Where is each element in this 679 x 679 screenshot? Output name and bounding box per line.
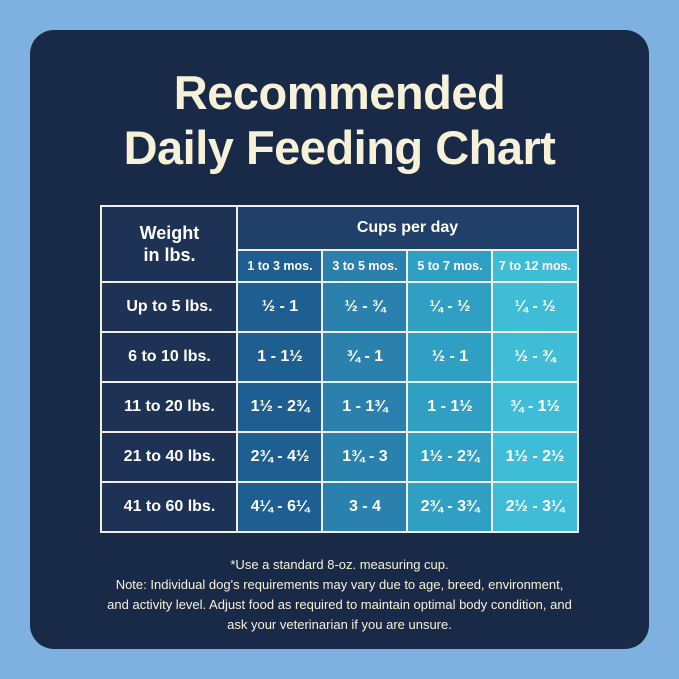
table-row: 11 to 20 lbs. 1½ - 2¾ 1 - 1¾ 1 - 1½ ¾ - … bbox=[100, 381, 579, 434]
value-cell: 1 - 1¾ bbox=[321, 381, 409, 434]
value-cell: 1½ - 2¾ bbox=[236, 381, 324, 434]
footnote-line-note-1: Note: Individual dog's requirements may … bbox=[115, 577, 564, 593]
value-cell: 1¾ - 3 bbox=[321, 431, 409, 484]
value-cell: ½ - 1 bbox=[406, 331, 494, 384]
cups-per-day-header: Cups per day bbox=[236, 205, 579, 252]
age-header-1-to-3-mos: 1 to 3 mos. bbox=[236, 249, 324, 284]
value-cell: 3 - 4 bbox=[321, 481, 409, 534]
age-header-7-to-12-mos: 7 to 12 mos. bbox=[491, 249, 579, 284]
table-header-row-top: Weight in lbs. Cups per day bbox=[100, 205, 579, 284]
weight-cell: 41 to 60 lbs. bbox=[100, 481, 239, 534]
page-title: Recommended Daily Feeding Chart bbox=[30, 66, 649, 175]
value-cell: 2¾ - 4½ bbox=[236, 431, 324, 484]
footnote-line-measuring-cup: *Use a standard 8-oz. measuring cup. bbox=[230, 557, 449, 573]
value-cell: ¾ - 1 bbox=[321, 331, 409, 384]
table-header-row-ages: 1 to 3 mos. 3 to 5 mos. 5 to 7 mos. 7 to… bbox=[101, 249, 579, 284]
value-cell: ¼ - ½ bbox=[491, 281, 579, 334]
weight-cell: 6 to 10 lbs. bbox=[100, 331, 239, 384]
value-cell: ½ - 1 bbox=[236, 281, 324, 334]
value-cell: 1 - 1½ bbox=[406, 381, 494, 434]
value-cell: 1½ - 2½ bbox=[491, 431, 579, 484]
footnote-line-note-2: and activity level. Adjust food as requi… bbox=[107, 597, 572, 613]
value-cell: 4¼ - 6¼ bbox=[236, 481, 324, 534]
weight-cell: 21 to 40 lbs. bbox=[100, 431, 239, 484]
value-cell: ½ - ¾ bbox=[321, 281, 409, 334]
footnote: *Use a standard 8-oz. measuring cup. Not… bbox=[30, 555, 649, 636]
value-cell: ¾ - 1½ bbox=[491, 381, 579, 434]
weight-header-line-2: in lbs. bbox=[143, 245, 196, 266]
weight-column-header: Weight in lbs. bbox=[100, 205, 239, 284]
table-row: 21 to 40 lbs. 2¾ - 4½ 1¾ - 3 1½ - 2¾ 1½ … bbox=[100, 431, 579, 484]
value-cell: 2¾ - 3¾ bbox=[406, 481, 494, 534]
title-line-2: Daily Feeding Chart bbox=[123, 120, 556, 174]
age-header-3-to-5-mos: 3 to 5 mos. bbox=[321, 249, 409, 284]
title-line-1: Recommended bbox=[173, 66, 506, 119]
footnote-line-note-3: ask your veterinarian if you are unsure. bbox=[227, 617, 452, 633]
value-cell: 1½ - 2¾ bbox=[406, 431, 494, 484]
table-row: 41 to 60 lbs. 4¼ - 6¼ 3 - 4 2¾ - 3¾ 2½ -… bbox=[100, 481, 579, 534]
weight-cell: Up to 5 lbs. bbox=[100, 281, 239, 334]
feeding-table: Weight in lbs. Cups per day 1 to 3 mos. … bbox=[100, 205, 579, 534]
value-cell: ½ - ¾ bbox=[491, 331, 579, 384]
value-cell: ¼ - ½ bbox=[406, 281, 494, 334]
table-row: Up to 5 lbs. ½ - 1 ½ - ¾ ¼ - ½ ¼ - ½ bbox=[100, 281, 579, 334]
feeding-chart-card: Recommended Daily Feeding Chart Weight i… bbox=[30, 30, 649, 649]
weight-header-line-1: Weight bbox=[139, 222, 200, 243]
age-header-5-to-7-mos: 5 to 7 mos. bbox=[406, 249, 494, 284]
value-cell: 1 - 1½ bbox=[236, 331, 324, 384]
value-cell: 2½ - 3¼ bbox=[491, 481, 579, 534]
weight-cell: 11 to 20 lbs. bbox=[100, 381, 239, 434]
table-row: 6 to 10 lbs. 1 - 1½ ¾ - 1 ½ - 1 ½ - ¾ bbox=[100, 331, 579, 384]
